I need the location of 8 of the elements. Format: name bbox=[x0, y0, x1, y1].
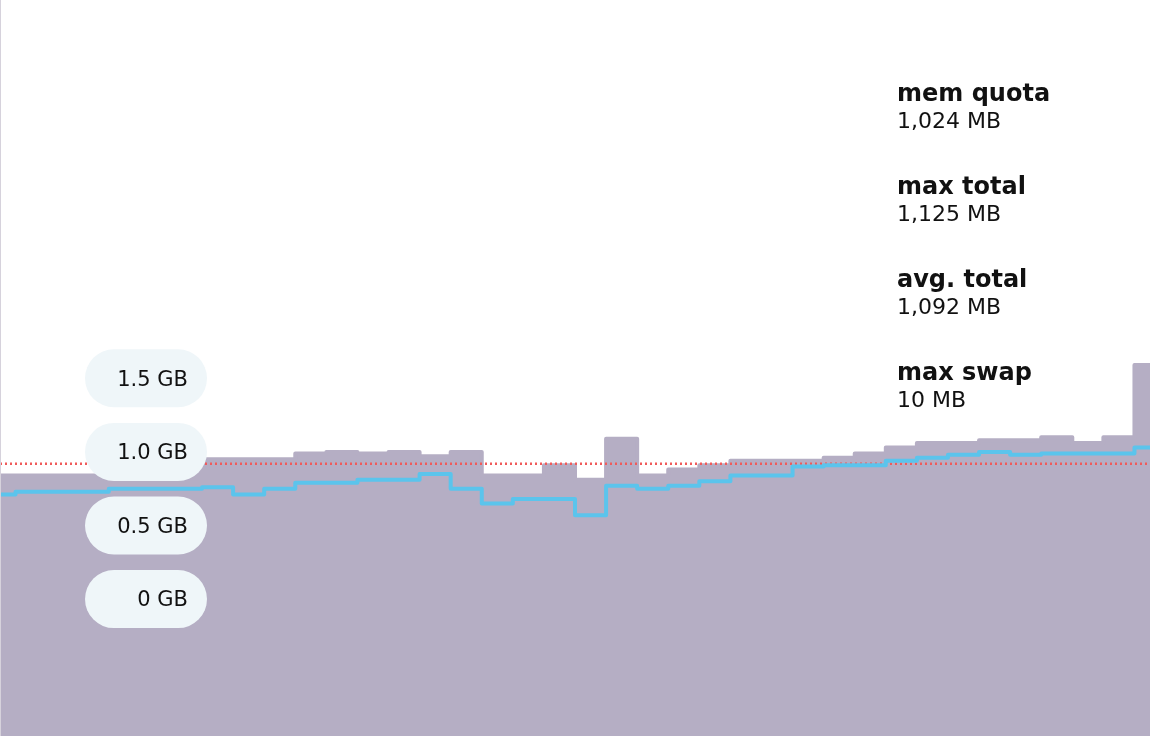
annotation: mem quota 1,024 MB bbox=[897, 79, 1051, 133]
y-tick-label: 1.0 GB bbox=[117, 440, 188, 465]
annotation: max total 1,125 MB bbox=[897, 172, 1026, 226]
annotation: avg. total 1,092 MB bbox=[897, 265, 1028, 319]
y-tick-label: 0 GB bbox=[137, 587, 188, 612]
y-tick-label: 1.5 GB bbox=[117, 366, 188, 391]
annotation: max swap 10 MB bbox=[897, 358, 1032, 412]
y-tick-label: 0.5 GB bbox=[117, 513, 188, 538]
